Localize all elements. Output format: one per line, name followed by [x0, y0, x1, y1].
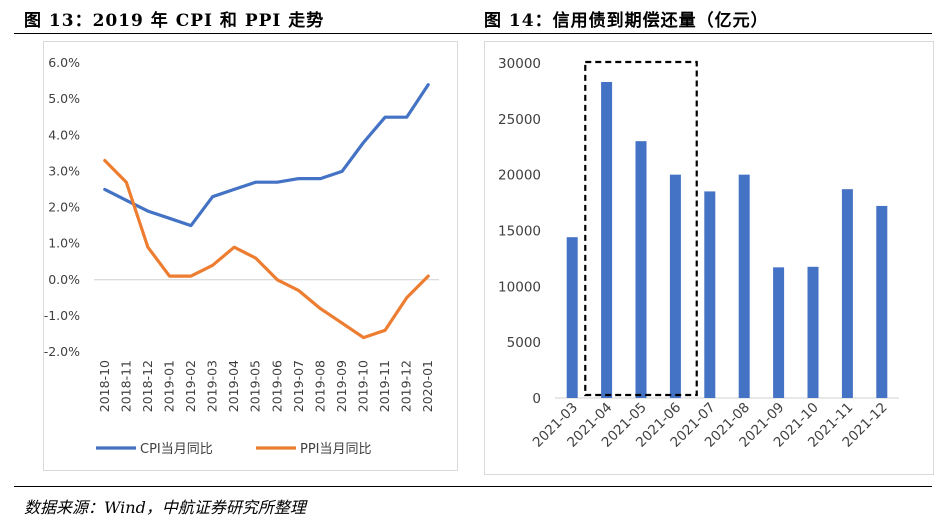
bar: [566, 237, 578, 398]
y-tick-label: 15000: [498, 224, 541, 240]
x-tick-label: 2018-11: [118, 360, 133, 412]
bar: [635, 141, 647, 398]
bar: [841, 189, 853, 398]
y-tick-label: 4.0%: [48, 127, 80, 142]
figure13-title: 图 13：2019 年 CPI 和 PPI 走势: [24, 11, 325, 31]
y-tick-label: 3.0%: [48, 163, 80, 178]
credit-bond-bar-chart: 3000025000200001500010000500002021-03202…: [498, 56, 899, 451]
credit-bond-chart-panel: 30000 25000 20000 15000 10000 5000 0 2021-03 202…: [484, 41, 934, 475]
y-tick-label: 5.0%: [48, 91, 80, 106]
bar: [876, 205, 888, 398]
y-tick-label: -2.0%: [44, 344, 80, 359]
bar: [738, 174, 750, 398]
x-tick-label: 2018-10: [97, 360, 112, 412]
x-tick-label: 2019-04: [226, 360, 241, 412]
x-tick-label: 2020-01: [420, 360, 435, 412]
bottom-rule: [14, 486, 932, 487]
bar: [669, 174, 681, 398]
y-tick-label: 25000: [498, 112, 541, 128]
y-tick-label: 6.0%: [48, 55, 80, 70]
y-tick-label: 0.0%: [48, 272, 80, 287]
x-tick-label: 2019-01: [161, 360, 176, 412]
x-tick-label: 2019-05: [248, 360, 263, 412]
x-tick-label: 2019-12: [399, 360, 414, 412]
figure14-title: 图 14：信用债到期偿还量（亿元）: [484, 11, 769, 31]
bar: [773, 267, 785, 398]
highlight-dashed-box: [584, 60, 698, 397]
y-tick-label: 1.0%: [48, 236, 80, 251]
x-tick-label: 2019-09: [334, 360, 349, 412]
x-tick-label: 2018-12: [140, 360, 155, 412]
x-tick-label: 2019-07: [291, 360, 306, 412]
cpi-ppi-chart-panel: 6.0% 5.0% 4.0% 3.0% 2.0% 1.0% 0.0% -1.0% -2.0% 20…: [43, 41, 458, 471]
x-tick-label: 2019-10: [356, 360, 371, 412]
source-note: 数据来源：Wind，中航证券研究所整理: [24, 498, 306, 517]
y-tick-label: 20000: [498, 168, 541, 184]
y-tick-label: 0: [532, 391, 541, 407]
x-tick-label: 2019-06: [269, 360, 284, 412]
bar: [807, 266, 819, 398]
y-tick-label: 30000: [498, 56, 541, 72]
x-tick-label: 2019-08: [312, 360, 327, 412]
cpi-series-line: [103, 83, 430, 228]
x-tick-label: 2019-11: [377, 360, 392, 412]
y-tick-label: 10000: [498, 279, 541, 295]
x-tick-label: 2019-02: [183, 360, 198, 412]
y-tick-label: 5000: [507, 335, 541, 351]
bar: [704, 191, 716, 398]
y-tick-label: 2.0%: [48, 200, 80, 215]
bar: [601, 81, 613, 398]
y-tick-label: -1.0%: [44, 308, 80, 323]
x-tick-label: 2019-03: [205, 360, 220, 412]
top-rule: [14, 33, 932, 34]
ppi-legend-label: PPI当月同比: [300, 442, 372, 457]
cpi-legend-label: CPI当月同比: [140, 442, 213, 457]
cpi-ppi-line-chart: 6.0% 5.0% 4.0% 3.0% 2.0% 1.0% 0.0% -1.0% -2.0% 20…: [44, 55, 439, 457]
ppi-series-line: [103, 158, 430, 340]
